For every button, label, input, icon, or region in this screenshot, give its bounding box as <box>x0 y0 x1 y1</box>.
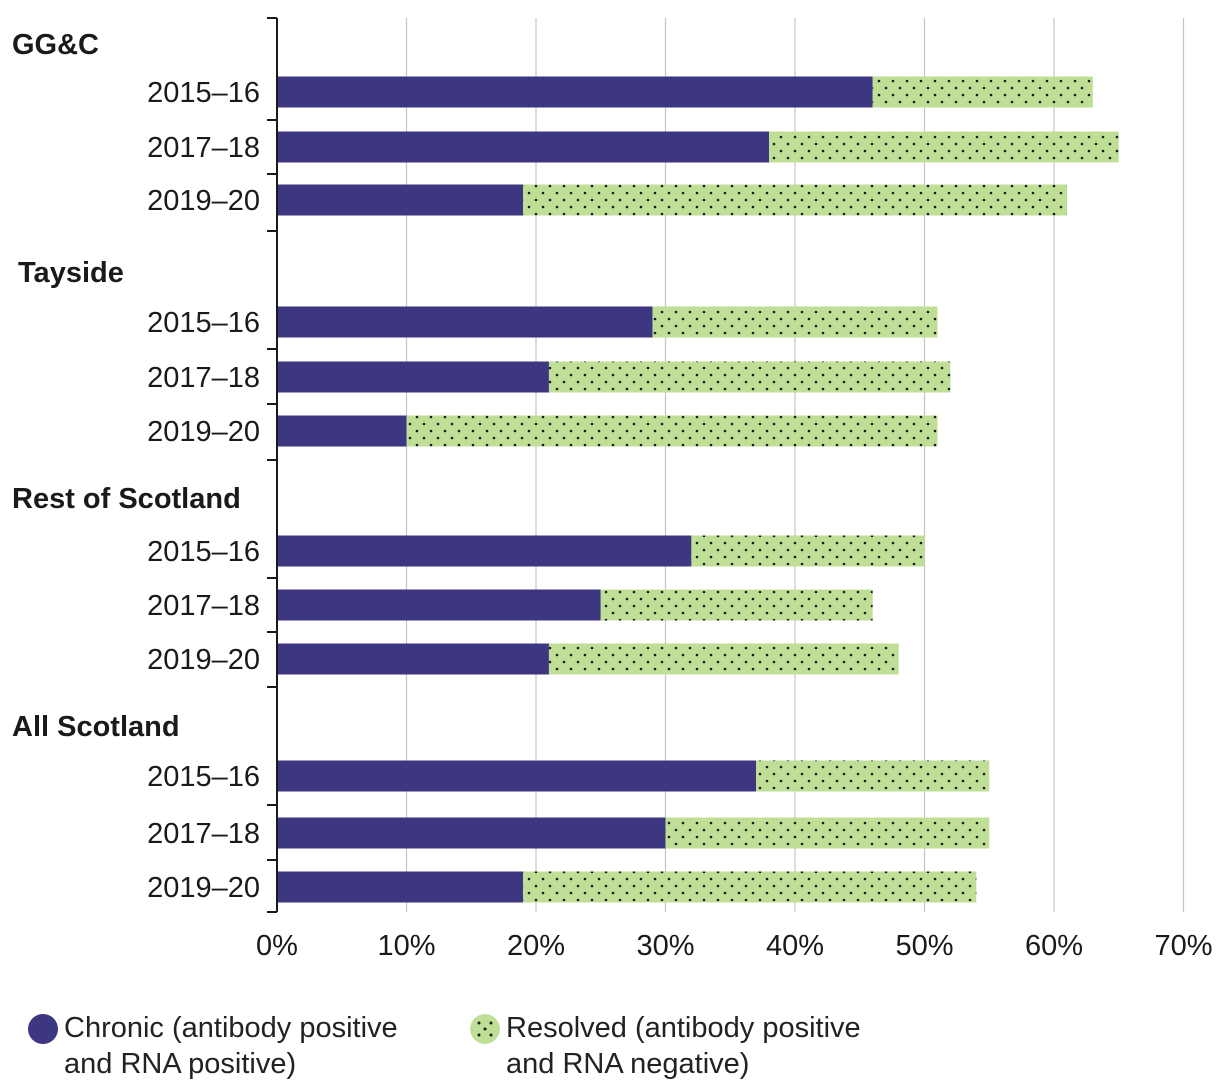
group-label: All Scotland <box>12 711 180 743</box>
bar-chronic <box>277 306 653 338</box>
bar-resolved <box>600 589 873 621</box>
bar-chronic <box>277 643 549 675</box>
group-label: GG&C <box>12 29 99 61</box>
category-label: 2017–18 <box>147 590 260 622</box>
x-tick-label: 40% <box>766 930 824 962</box>
x-tick-label: 0% <box>256 930 298 962</box>
category-label: 2015–16 <box>147 761 260 793</box>
x-tick-label: 50% <box>895 930 953 962</box>
category-label: 2017–18 <box>147 362 260 394</box>
legend-label-resolved-1: Resolved (antibody positive <box>506 1012 861 1044</box>
category-label: 2015–16 <box>147 77 260 109</box>
stacked-bar-chart: 0% 10% 20% 30% 40% 50% 60% 70% 2015–16 2017–18 201… <box>12 17 1213 962</box>
legend-swatch-resolved <box>470 1014 500 1044</box>
bar-resolved <box>769 131 1119 163</box>
category-label: 2015–16 <box>147 307 260 339</box>
bar-resolved <box>872 76 1093 108</box>
category-label: 2019–20 <box>147 185 260 217</box>
bar-chronic <box>277 361 549 393</box>
x-tick-label: 60% <box>1025 930 1083 962</box>
category-label: 2019–20 <box>147 644 260 676</box>
bar-resolved <box>756 760 990 792</box>
bar-chronic <box>277 76 873 108</box>
bar-resolved <box>406 415 938 447</box>
group-label: Rest of Scotland <box>12 483 241 515</box>
bar-resolved <box>691 535 925 567</box>
category-label: 2019–20 <box>147 416 260 448</box>
legend-label-chronic-1: Chronic (antibody positive <box>64 1012 398 1044</box>
legend-chronic: Chronic (antibody positive and RNA posit… <box>28 1010 398 1082</box>
x-tick-label: 70% <box>1154 930 1212 962</box>
gridlines <box>405 18 1185 912</box>
x-tick-label: 30% <box>636 930 694 962</box>
bar-resolved <box>548 361 951 393</box>
category-label: 2015–16 <box>147 536 260 568</box>
x-tick-label: 20% <box>507 930 565 962</box>
bar-resolved <box>548 643 899 675</box>
bar-chronic <box>277 589 601 621</box>
legend-label-chronic-2: and RNA positive) <box>64 1048 297 1080</box>
bar-chronic <box>277 871 524 903</box>
bar-resolved <box>652 306 938 338</box>
group-label: Tayside <box>18 257 124 289</box>
legend-label-resolved-2: and RNA negative) <box>506 1048 750 1080</box>
bar-chronic <box>277 535 692 567</box>
labels: 0% 10% 20% 30% 40% 50% 60% 70% 2015–16 2017–18 201… <box>12 29 1213 962</box>
bar-resolved <box>665 817 990 849</box>
bar-chronic <box>277 760 757 792</box>
bar-chronic <box>277 817 666 849</box>
bar-resolved <box>523 184 1067 216</box>
bars <box>277 76 1119 903</box>
bar-chronic <box>277 131 770 163</box>
bar-chronic <box>277 184 524 216</box>
category-label: 2017–18 <box>147 818 260 850</box>
bar-resolved <box>523 871 977 903</box>
bar-chronic <box>277 415 407 447</box>
category-label: 2017–18 <box>147 132 260 164</box>
x-tick-label: 10% <box>377 930 435 962</box>
legend-swatch-chronic <box>28 1014 58 1044</box>
axes <box>267 17 278 913</box>
category-label: 2019–20 <box>147 872 260 904</box>
legend-resolved: Resolved (antibody positive and RNA nega… <box>470 1010 861 1082</box>
